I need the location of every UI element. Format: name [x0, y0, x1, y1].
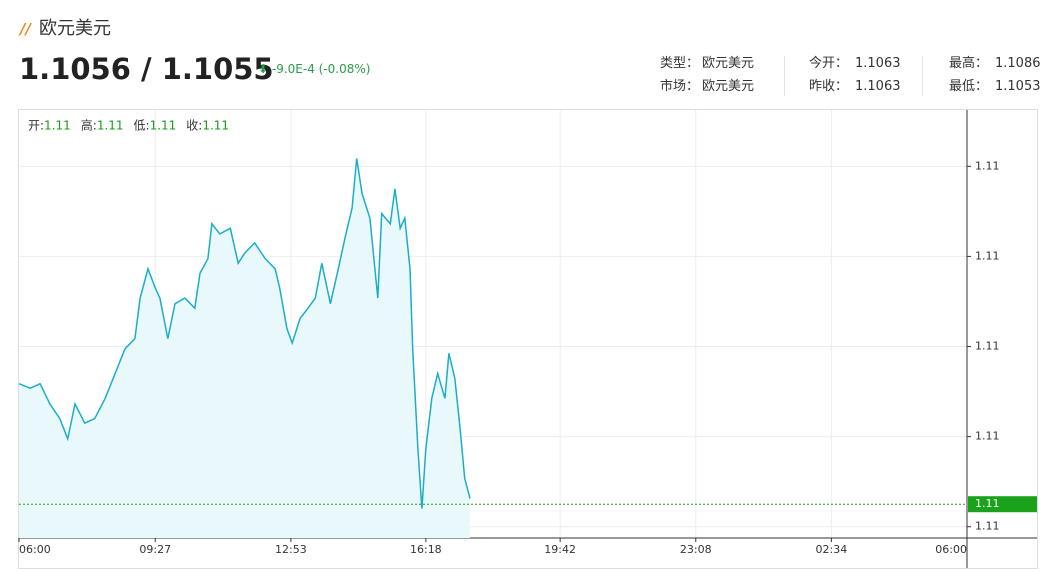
ohlc-value: 1.11 — [44, 119, 71, 133]
y-tick-label: 1.11 — [975, 520, 1000, 533]
info-value: 1.1063 — [855, 56, 901, 71]
y-tick-label: 1.11 — [975, 249, 1000, 262]
x-tick-label: 02:34 — [816, 543, 848, 556]
info-value: 1.1086 — [995, 56, 1041, 71]
x-tick-label: 06:00 — [935, 543, 967, 556]
change: ⬇ -9.0E-4 (-0.08%) — [258, 62, 371, 76]
info-value: 欧元美元 — [702, 79, 755, 94]
x-tick-label: 09:27 — [139, 543, 171, 556]
ohlc-value: 1.11 — [150, 119, 177, 133]
info-label: 类型： — [660, 56, 700, 71]
ohlc-value: 1.11 — [202, 119, 229, 133]
info-label: 今开： — [809, 56, 849, 71]
separator — [922, 56, 923, 96]
ohlc-label: 高: — [81, 118, 97, 133]
title-text: 欧元美元 — [38, 18, 111, 39]
info-label: 市场： — [660, 79, 700, 94]
current-price-box — [968, 496, 1037, 513]
info-label: 最高： — [949, 56, 989, 71]
x-tick-label: 19:42 — [544, 543, 576, 556]
area — [19, 158, 470, 538]
chart-frame — [18, 109, 1038, 569]
y-tick-label: 1.11 — [975, 430, 1000, 443]
change-text: -9.0E-4 (-0.08%) — [271, 62, 371, 76]
info-value: 1.1053 — [995, 79, 1041, 94]
y-tick-label: 1.11 — [975, 159, 1000, 172]
info-label: 昨收： — [809, 79, 849, 94]
ohlc-value: 1.11 — [97, 119, 124, 133]
x-tick-label: 16:18 — [410, 543, 442, 556]
ohlc-label: 开: — [28, 119, 44, 133]
current-price-label: 1.11 — [975, 497, 1000, 510]
x-tick-label: 06:00 — [19, 543, 51, 556]
header-title: //欧元美元 — [20, 18, 111, 39]
price: 1.1056 / 1.1055 — [19, 52, 274, 86]
line — [18, 158, 471, 509]
ohlc-label: 收: — [186, 119, 202, 133]
x-tick-label: 12:53 — [275, 543, 307, 556]
info-value: 欧元美元 — [702, 56, 755, 71]
info-value: 1.1063 — [855, 79, 901, 94]
y-tick-label: 1.11 — [975, 340, 1000, 353]
ohlc-label: 低: — [134, 119, 150, 133]
x-tick-label: 23:08 — [680, 543, 712, 556]
info-label: 最低： — [949, 79, 989, 94]
separator — [784, 56, 785, 96]
